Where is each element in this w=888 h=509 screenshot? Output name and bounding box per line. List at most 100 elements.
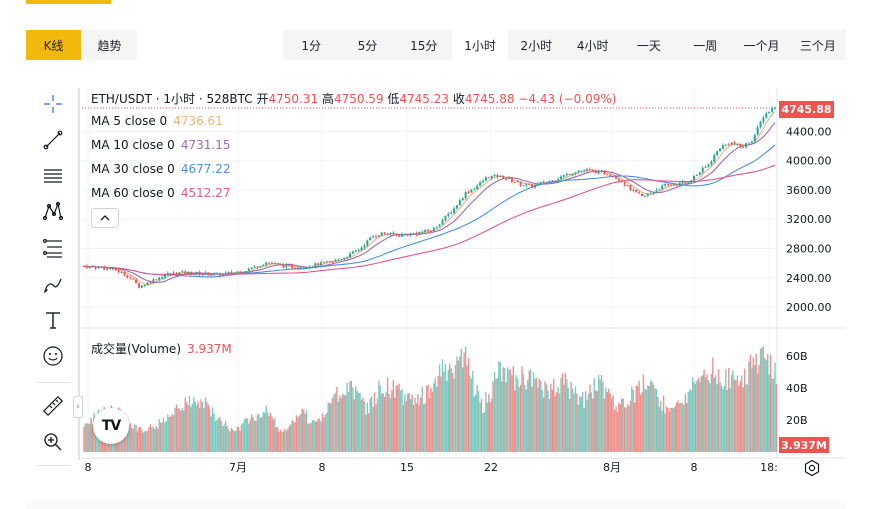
candle-body [704,166,707,168]
interval-3mo[interactable]: 三个月 [799,38,836,53]
candle-body [155,279,158,281]
candle-body [571,173,574,175]
volume-bar [291,420,293,452]
volume-bar [456,356,458,452]
tab-kline[interactable]: K线 [26,30,81,60]
candle-body [201,274,204,276]
interval-1d[interactable]: 一天 [636,38,661,53]
candle-body [545,181,548,183]
candle-body [623,182,626,186]
volume-bar [342,394,344,452]
candle-body [314,263,317,267]
candle-body [461,198,464,201]
text-tool-icon[interactable] [39,306,67,334]
volume-bar [149,424,152,452]
volume-bar [745,384,747,452]
candle-body [126,275,129,278]
interval-1w[interactable]: 一周 [693,38,718,53]
candle-body [574,172,577,174]
volume-bar [337,401,340,452]
volume-bar [473,396,476,452]
brush-icon[interactable] [39,270,67,298]
emoji-icon[interactable] [39,342,67,370]
ma5-legend: MA 5 close 0 4736.61 [91,114,223,128]
collapse-legend-button[interactable] [91,208,119,228]
interval-5m[interactable]: 5分 [357,38,378,53]
volume-bar [265,405,267,452]
volume-bar [554,395,556,452]
volume-bar [353,399,355,452]
volume-bar [164,422,166,452]
interval-1mo[interactable]: 一个月 [743,38,780,53]
volume-bar [603,398,606,452]
candle-body [447,213,450,216]
price-tick-label: 3600.00 [786,184,832,197]
high-label: 高 [321,92,334,106]
candle-body [178,272,181,275]
candle-body [736,143,739,145]
horizontal-lines-icon[interactable] [39,162,67,190]
volume-bar [605,387,607,452]
candlesticks [83,106,776,289]
volume-bar [636,386,639,452]
volume-bar [524,384,526,452]
candle-body [716,151,719,156]
candle-body [279,264,282,266]
volume-bar [132,428,134,452]
interval-4h[interactable]: 4小时 [576,38,609,53]
candle-body [175,272,178,275]
candle-body [562,175,565,177]
volume-bar [626,404,629,452]
volume-bar [609,393,611,452]
candle-body [192,273,195,275]
candle-body [577,170,580,173]
volume-bar [602,381,604,452]
volume-bar [239,430,241,452]
volume-bar [544,381,546,452]
interval-1h[interactable]: 1小时 [451,30,509,60]
change-value: −4.43 (−0.09%) [518,92,617,106]
volume-bar [295,415,298,452]
candle-body [629,184,632,191]
candle-body [189,271,192,275]
ruler-icon[interactable] [39,392,67,420]
drawing-toolbar [32,88,74,466]
volume-bar [505,381,507,452]
volume-bar [233,431,236,452]
volume-bar [722,388,724,452]
crosshair-icon[interactable] [39,90,67,118]
volume-bar [632,389,635,452]
zoom-in-icon[interactable] [39,428,67,456]
volume-bar [485,391,487,452]
candle-body [713,155,716,162]
pattern-icon[interactable] [39,198,67,226]
interval-1m[interactable]: 1分 [301,38,321,53]
settings-icon[interactable] [803,459,821,477]
toolbar-divider [36,465,70,466]
volume-bar [466,365,468,452]
interval-2h[interactable]: 2小时 [520,38,553,53]
interval-15m[interactable]: 15分 [410,38,438,53]
ma30-legend: MA 30 close 0 4677.22 [91,162,230,176]
candle-body [687,182,690,184]
volume-bar [237,427,240,452]
tradingview-logo[interactable]: TV [93,408,129,444]
volume-bar [285,431,288,452]
volume-bar [555,392,558,452]
tab-trend[interactable]: 趋势 [82,30,137,60]
candle-body [334,259,337,262]
volume-bar [167,414,169,452]
volume-bar [232,429,234,452]
fib-retracement-icon[interactable] [39,234,67,262]
volume-bar [706,374,708,452]
volume-bar [146,430,149,452]
volume-bar [422,404,425,452]
volume-bar [674,406,676,452]
collapse-toolbar-button[interactable]: ‹ [73,396,83,418]
volume-bar [165,421,168,452]
volume-bar [347,392,350,452]
trend-line-icon[interactable] [39,126,67,154]
volume-bar [368,413,370,452]
ma60-legend: MA 60 close 0 4512.27 [91,186,230,200]
